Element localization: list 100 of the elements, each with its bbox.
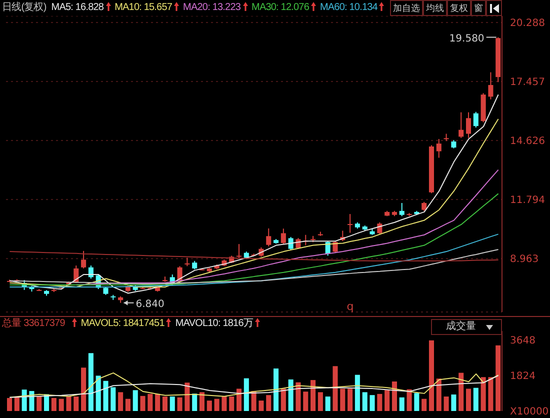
chart-title: 总量 33617379 xyxy=(2,318,65,329)
bar xyxy=(36,396,42,411)
bar xyxy=(480,377,486,411)
bar xyxy=(310,380,316,411)
candlestick xyxy=(288,236,294,250)
candlestick xyxy=(436,138,442,158)
bar xyxy=(103,380,108,411)
y-tick-label: X10000 xyxy=(510,406,549,418)
bar xyxy=(74,396,79,411)
bar xyxy=(177,397,182,411)
bar xyxy=(214,398,220,411)
candlestick xyxy=(280,228,286,245)
bar xyxy=(384,390,390,411)
text: MA20: 13.223 xyxy=(183,2,241,13)
bar xyxy=(370,395,375,411)
bar xyxy=(296,382,301,411)
y-tick-label: 1824 xyxy=(510,370,536,382)
bar xyxy=(258,400,264,411)
text: 复权 xyxy=(447,0,471,16)
bar xyxy=(422,398,427,411)
bar xyxy=(155,394,160,411)
text: 窗 xyxy=(471,0,486,16)
bar xyxy=(392,381,397,411)
chart-title: 日线(复权) xyxy=(2,2,46,13)
bar xyxy=(244,378,249,411)
candlestick xyxy=(458,112,464,138)
bar xyxy=(458,372,464,411)
bar xyxy=(280,388,286,411)
bar xyxy=(110,387,116,411)
bar xyxy=(140,396,146,411)
annotation: 6.840 xyxy=(136,298,164,310)
bar xyxy=(22,390,27,411)
text: MA60: 10.134 xyxy=(320,2,378,13)
bar xyxy=(288,379,294,411)
bar xyxy=(222,396,227,411)
candlestick xyxy=(488,72,494,100)
bar xyxy=(206,400,212,411)
candlestick xyxy=(348,214,353,234)
bar xyxy=(354,374,360,411)
bar xyxy=(466,388,472,411)
line-series xyxy=(9,193,499,286)
candlestick xyxy=(236,244,242,258)
bar xyxy=(274,368,279,411)
bar xyxy=(399,397,404,411)
bar xyxy=(266,395,272,411)
line-series xyxy=(9,251,499,262)
text: MA10: 15.657 xyxy=(114,2,172,13)
bar xyxy=(132,390,138,411)
y-tick-label: 3648 xyxy=(510,335,536,346)
bar xyxy=(14,396,20,411)
text: MAVOL10: 1816万 xyxy=(175,318,253,329)
annotation: 成交量 xyxy=(431,319,502,335)
bar xyxy=(66,396,72,411)
annotation: q xyxy=(346,300,354,313)
bar xyxy=(303,392,308,411)
line-series xyxy=(9,248,499,284)
bar xyxy=(377,394,382,411)
candlestick xyxy=(266,228,272,247)
y-tick-label: 17.457 xyxy=(510,77,545,88)
bar xyxy=(88,353,94,411)
bar xyxy=(7,398,12,411)
annotation: 19.580 xyxy=(449,33,484,44)
candlestick xyxy=(473,111,478,128)
bar xyxy=(428,340,434,411)
candlestick xyxy=(399,202,404,217)
bar xyxy=(118,392,124,411)
bar xyxy=(58,398,64,411)
bar xyxy=(496,345,501,411)
bar xyxy=(199,392,205,411)
bar xyxy=(51,398,56,411)
bar xyxy=(362,392,368,411)
text: MAVOL5: 18417451 xyxy=(80,318,164,329)
bar xyxy=(184,382,190,411)
bar xyxy=(125,398,130,411)
candlestick xyxy=(466,112,472,138)
bar xyxy=(414,393,420,411)
bar xyxy=(451,394,456,411)
bar xyxy=(192,394,198,411)
bar xyxy=(325,396,330,411)
bar xyxy=(473,388,478,411)
bar xyxy=(348,388,353,411)
text: 加自选 xyxy=(390,0,423,16)
text: MA5: 16.828 xyxy=(51,2,104,13)
bar xyxy=(236,388,242,411)
bar xyxy=(81,368,86,411)
y-tick-label: 11.794 xyxy=(510,195,545,206)
bar xyxy=(332,366,338,411)
bar xyxy=(406,389,412,411)
bar xyxy=(229,396,234,411)
bar xyxy=(436,378,442,411)
bar xyxy=(170,396,175,411)
bar xyxy=(162,396,168,411)
bar xyxy=(148,394,153,411)
y-tick-label: 14.626 xyxy=(510,136,545,148)
y-tick-label: 20.288 xyxy=(510,18,545,30)
text: 均线 xyxy=(423,0,447,16)
bar xyxy=(318,392,323,411)
candlestick xyxy=(81,250,86,269)
line-series xyxy=(9,94,499,294)
line-series xyxy=(9,118,499,288)
